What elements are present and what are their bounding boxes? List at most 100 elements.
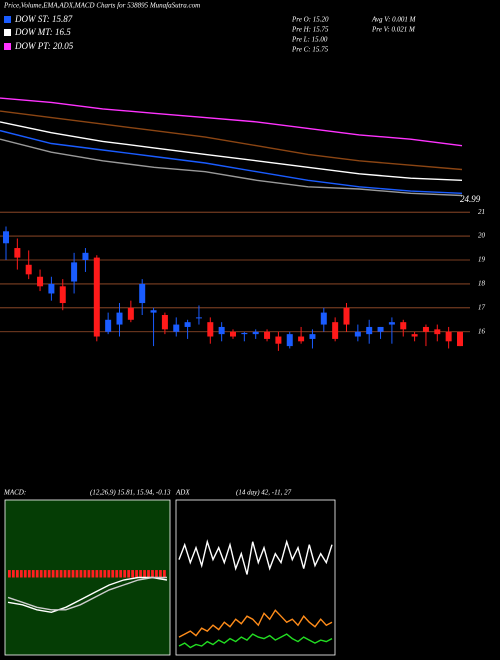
info-text: Pre L: 15.00 bbox=[291, 36, 328, 44]
candle-body bbox=[377, 326, 384, 332]
legend-label: DOW ST: 15.87 bbox=[14, 14, 73, 24]
candle-body bbox=[71, 262, 78, 282]
line bbox=[0, 97, 463, 147]
info-text: Pre O: 15.20 bbox=[291, 16, 329, 24]
histogram-bar bbox=[103, 570, 107, 578]
histogram-bar bbox=[151, 570, 154, 578]
histogram-bar bbox=[51, 570, 55, 578]
candle-body bbox=[3, 231, 9, 244]
line bbox=[7, 576, 167, 611]
candle-body bbox=[400, 322, 407, 330]
legend-swatch bbox=[4, 43, 11, 50]
line bbox=[178, 633, 333, 649]
histogram-bar bbox=[43, 570, 47, 578]
histogram-bar bbox=[67, 570, 71, 578]
histogram-bar bbox=[155, 570, 158, 578]
histogram-bar bbox=[91, 570, 95, 578]
candle-body bbox=[161, 315, 168, 330]
info-text: Pre C: 15.75 bbox=[291, 46, 329, 54]
histogram-bar bbox=[139, 570, 142, 578]
candle-body bbox=[218, 326, 225, 335]
line bbox=[0, 138, 463, 197]
histogram-bar bbox=[15, 570, 19, 578]
histogram-bar bbox=[47, 570, 51, 578]
histogram-bar bbox=[107, 570, 111, 578]
candle-body bbox=[275, 336, 282, 344]
histogram-bar bbox=[19, 570, 23, 578]
info-text: Pre V: 0.021 M bbox=[371, 26, 416, 34]
legend-label: DOW MT: 16.5 bbox=[14, 27, 71, 37]
line bbox=[0, 110, 463, 171]
candle-body bbox=[150, 310, 157, 313]
candle-body bbox=[252, 331, 259, 335]
adx-title: ADX bbox=[175, 489, 190, 497]
candle-body bbox=[241, 332, 248, 335]
candle-body bbox=[207, 322, 214, 337]
candle-body bbox=[298, 336, 305, 342]
y-tick-label: 20 bbox=[478, 232, 486, 240]
legend-swatch bbox=[4, 29, 11, 36]
candle-body bbox=[195, 317, 202, 319]
histogram-bar bbox=[99, 570, 103, 578]
candle-body bbox=[354, 331, 361, 337]
y-tick-label: 24.99 bbox=[460, 194, 481, 204]
legend-label: DOW PT: 20.05 bbox=[14, 41, 74, 51]
candle-body bbox=[127, 307, 134, 320]
page-title: Price,Volume,EMA,ADX,MACD Charts for 538… bbox=[3, 2, 200, 10]
macd-title: MACD: bbox=[3, 489, 26, 497]
histogram-bar bbox=[39, 570, 43, 578]
candle-body bbox=[116, 312, 123, 325]
info-text: Pre H: 15.75 bbox=[291, 26, 329, 34]
y-tick-label: 16 bbox=[478, 327, 486, 335]
histogram-bar bbox=[127, 570, 131, 578]
histogram-bar bbox=[95, 570, 99, 578]
histogram-bar bbox=[75, 570, 79, 578]
line bbox=[7, 576, 168, 614]
histogram-bar bbox=[119, 570, 123, 578]
candle-body bbox=[48, 283, 55, 294]
line bbox=[0, 129, 463, 194]
candle-body bbox=[139, 283, 146, 304]
y-tick-label: 17 bbox=[478, 303, 486, 311]
candle-body bbox=[82, 252, 89, 260]
line bbox=[0, 121, 463, 181]
histogram-bar bbox=[143, 570, 146, 578]
candle-body bbox=[286, 334, 293, 347]
candle-body bbox=[14, 248, 21, 258]
histogram-bar bbox=[79, 570, 83, 578]
histogram-bar bbox=[63, 570, 67, 578]
histogram-bar bbox=[131, 570, 135, 578]
histogram-bar bbox=[55, 570, 59, 578]
histogram-bar bbox=[11, 570, 15, 578]
candle-body bbox=[366, 326, 373, 335]
line bbox=[178, 609, 333, 638]
candle-body bbox=[173, 324, 180, 332]
candle-body bbox=[59, 286, 66, 304]
candle-body bbox=[411, 334, 418, 337]
y-tick-label: 19 bbox=[478, 256, 486, 264]
candle-body bbox=[457, 331, 463, 347]
histogram-bar bbox=[115, 570, 119, 578]
legend-swatch bbox=[4, 16, 11, 23]
histogram-bar bbox=[87, 570, 91, 578]
line bbox=[178, 539, 333, 575]
histogram-bar bbox=[135, 570, 138, 578]
candle-body bbox=[434, 329, 441, 335]
histogram-bar bbox=[27, 570, 31, 578]
histogram-bar bbox=[147, 570, 150, 578]
histogram-bar bbox=[59, 570, 63, 578]
y-tick-label: 21 bbox=[478, 208, 485, 216]
y-tick-label: 18 bbox=[478, 280, 486, 288]
histogram-bar bbox=[163, 570, 166, 578]
adx-subtitle: (14 day) 42, -11, 27 bbox=[236, 489, 292, 497]
histogram-bar bbox=[23, 570, 27, 578]
candle-body bbox=[445, 331, 452, 342]
candle-body bbox=[343, 307, 350, 325]
candle-body bbox=[230, 331, 236, 337]
adx-panel bbox=[175, 499, 336, 656]
histogram-bar bbox=[111, 570, 115, 578]
candle-body bbox=[184, 322, 191, 327]
info-text: Avg V: 0.001 M bbox=[371, 16, 417, 24]
candle-body bbox=[37, 276, 44, 287]
